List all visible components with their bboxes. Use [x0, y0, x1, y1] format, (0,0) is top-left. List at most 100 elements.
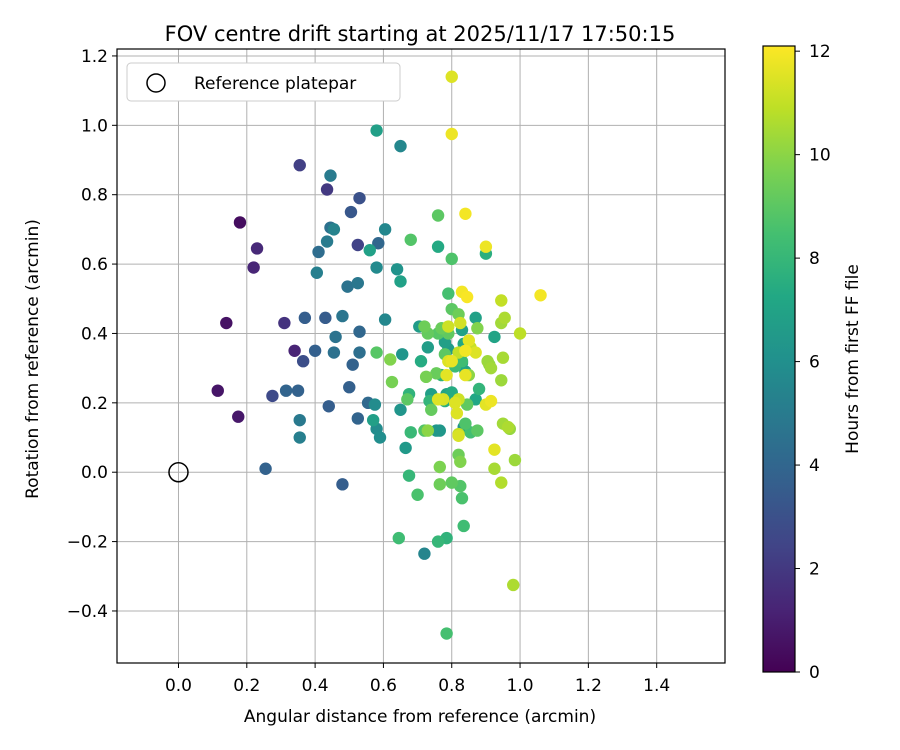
- x-tick-label: 0.2: [233, 676, 260, 696]
- data-point: [442, 287, 455, 300]
- data-point: [385, 375, 399, 389]
- data-point: [320, 235, 334, 248]
- data-point: [495, 374, 508, 387]
- data-point: [404, 233, 417, 246]
- data-point: [479, 240, 493, 253]
- data-point: [341, 280, 354, 293]
- data-point: [455, 492, 469, 505]
- data-point: [534, 289, 547, 302]
- data-point: [363, 243, 376, 257]
- data-point: [469, 311, 482, 325]
- data-point: [368, 398, 382, 411]
- data-point: [496, 351, 510, 364]
- data-point: [450, 407, 464, 420]
- y-axis-label: Rotation from reference (arcmin): [23, 219, 43, 499]
- chart-title: FOV centre drift starting at 2025/11/17 …: [165, 22, 676, 46]
- y-tick-label: 0.0: [81, 463, 108, 483]
- data-point: [414, 355, 428, 368]
- data-point: [421, 424, 435, 437]
- data-point: [396, 348, 409, 361]
- colorbar-tick-label: 4: [809, 456, 820, 476]
- data-point: [431, 535, 445, 548]
- data-point: [336, 309, 349, 323]
- data-point: [394, 275, 407, 288]
- legend: Reference platepar: [126, 62, 401, 102]
- data-point: [472, 382, 486, 396]
- data-point: [250, 242, 264, 255]
- data-point: [488, 462, 501, 475]
- data-point: [419, 370, 433, 384]
- data-point: [430, 367, 443, 380]
- data-point: [353, 191, 366, 205]
- colorbar-tick-label: 8: [809, 249, 820, 269]
- reference-marker: [168, 461, 189, 483]
- data-point: [488, 330, 501, 344]
- colorbar-tick-label: 2: [809, 560, 820, 580]
- data-point: [373, 431, 387, 444]
- data-point: [431, 209, 445, 222]
- data-point: [440, 368, 453, 382]
- data-point: [471, 424, 484, 437]
- data-point: [384, 353, 397, 366]
- data-point: [459, 344, 472, 357]
- data-point: [445, 252, 458, 266]
- y-tick-label: 0.6: [81, 255, 108, 275]
- data-point: [233, 216, 247, 229]
- colorbar: 0 2 4 6 8 10 12: [762, 42, 831, 683]
- data-point: [495, 294, 508, 307]
- data-point: [293, 413, 306, 427]
- data-point: [293, 159, 306, 172]
- data-point: [445, 355, 458, 368]
- x-tick-label: 1.2: [575, 676, 602, 696]
- data-point: [343, 381, 356, 394]
- data-point: [507, 578, 520, 592]
- data-point: [454, 316, 467, 330]
- data-point: [351, 412, 365, 425]
- data-point: [266, 389, 279, 403]
- data-point: [378, 223, 392, 236]
- data-point: [454, 455, 467, 469]
- data-point: [484, 361, 498, 375]
- data-point: [319, 311, 332, 325]
- data-point: [259, 462, 272, 475]
- colorbar-gradient: [762, 45, 796, 673]
- data-point: [442, 320, 455, 333]
- data-point: [402, 469, 416, 482]
- legend-label: Reference platepar: [194, 74, 356, 94]
- data-point: [370, 261, 383, 274]
- data-point: [232, 410, 245, 423]
- data-point: [211, 384, 224, 397]
- data-point: [392, 531, 405, 545]
- data-point: [401, 393, 414, 406]
- data-point: [431, 393, 445, 406]
- data-point: [308, 344, 322, 357]
- x-tick-label: 0.4: [302, 676, 329, 696]
- y-tick-label: 0.8: [81, 186, 108, 206]
- legend-marker-icon: [146, 73, 166, 93]
- data-point: [425, 403, 438, 416]
- data-point: [370, 124, 383, 137]
- data-point: [293, 431, 306, 444]
- data-point: [336, 478, 349, 491]
- data-point: [390, 263, 404, 276]
- data-point: [448, 396, 462, 410]
- data-point: [471, 322, 484, 335]
- data-point: [508, 453, 522, 467]
- data-point: [322, 400, 335, 413]
- data-point: [320, 183, 334, 196]
- data-point: [495, 476, 508, 489]
- data-point: [513, 327, 527, 340]
- data-point: [501, 420, 515, 434]
- data-point: [288, 344, 301, 357]
- data-point: [433, 478, 446, 491]
- data-point: [404, 426, 417, 439]
- x-tick-label: 1.4: [643, 676, 670, 696]
- colorbar-tick-label: 6: [809, 353, 820, 373]
- colorbar-tick-label: 10: [809, 146, 831, 166]
- colorbar-label: Hours from first FF file: [843, 264, 863, 454]
- y-tick-label: −0.4: [67, 602, 108, 622]
- data-point: [291, 384, 305, 397]
- data-point: [433, 424, 446, 437]
- data-point: [440, 627, 453, 640]
